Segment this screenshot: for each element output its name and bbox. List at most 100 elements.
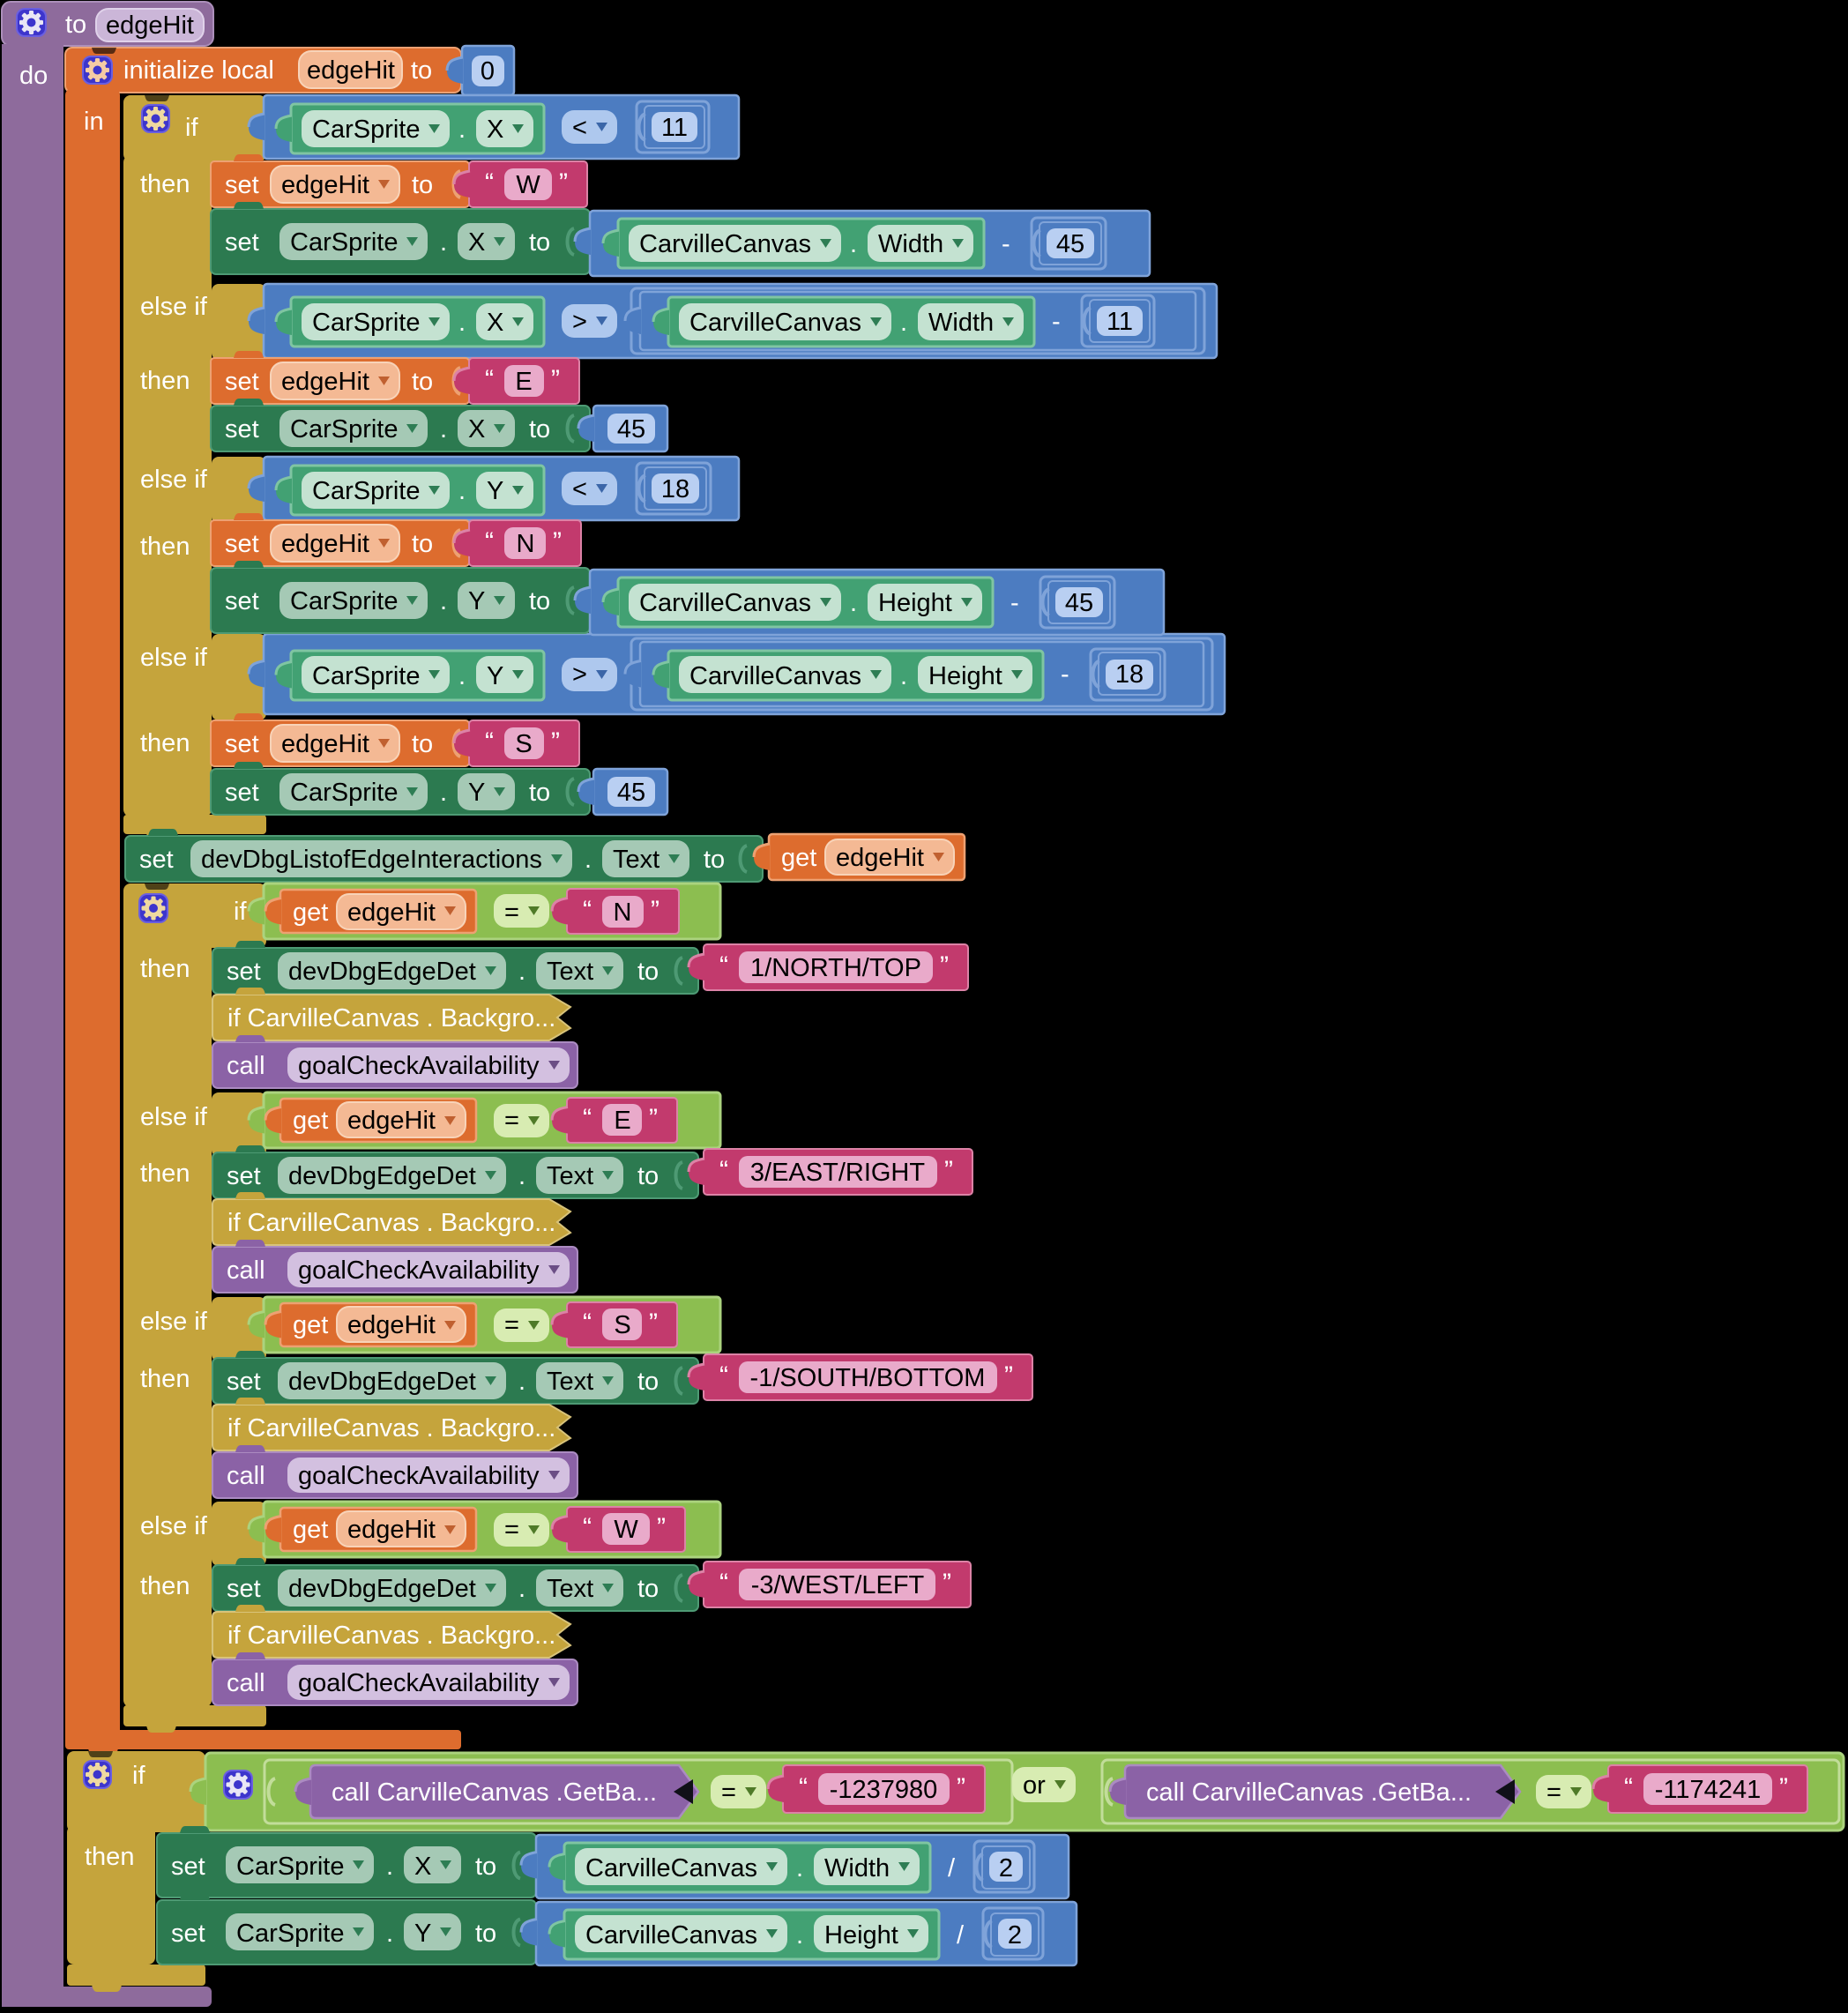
- svg-text:.: .: [458, 116, 466, 144]
- svg-text:.: .: [518, 1368, 525, 1396]
- svg-text:to: to: [529, 587, 550, 615]
- svg-text:Y: Y: [487, 662, 503, 690]
- svg-text:set: set: [225, 368, 259, 396]
- svg-text:then: then: [85, 1843, 134, 1871]
- svg-text:CarSprite: CarSprite: [312, 662, 421, 690]
- svg-text:X: X: [487, 309, 503, 337]
- svg-text:“: “: [583, 896, 592, 925]
- svg-text:devDbgEdgeDet: devDbgEdgeDet: [288, 1368, 476, 1396]
- svg-text:set: set: [227, 1575, 261, 1603]
- svg-text:set: set: [227, 1368, 261, 1396]
- svg-text:CarvilleCanvas: CarvilleCanvas: [639, 230, 811, 258]
- svg-text:X: X: [414, 1853, 431, 1881]
- svg-text:=: =: [1546, 1778, 1561, 1807]
- svg-text:=: =: [721, 1778, 736, 1807]
- svg-text:to: to: [475, 1853, 496, 1881]
- svg-text:to: to: [529, 228, 550, 257]
- svg-text:Y: Y: [468, 779, 485, 807]
- svg-text:in: in: [84, 108, 104, 136]
- svg-text:.: .: [900, 309, 907, 337]
- svg-text:.: .: [458, 662, 466, 690]
- svg-text:E: E: [515, 368, 532, 396]
- svg-text:then: then: [140, 533, 190, 561]
- svg-text:.: .: [850, 589, 857, 617]
- svg-text:1/NORTH/TOP: 1/NORTH/TOP: [750, 954, 921, 982]
- svg-text:to: to: [637, 1575, 659, 1603]
- svg-text:call CarvilleCanvas .GetBa...: call CarvilleCanvas .GetBa...: [332, 1778, 657, 1807]
- svg-text:else if: else if: [140, 466, 208, 494]
- svg-text:45: 45: [617, 415, 645, 444]
- svg-text:”: ”: [551, 365, 560, 394]
- svg-text:to: to: [637, 1368, 659, 1396]
- svg-text:Text: Text: [547, 1162, 593, 1190]
- svg-text:=: =: [504, 1516, 519, 1544]
- svg-text:set: set: [225, 779, 259, 807]
- svg-text:“: “: [485, 168, 494, 198]
- svg-text:.: .: [518, 958, 525, 986]
- svg-text:get: get: [293, 1516, 328, 1544]
- svg-text:W: W: [516, 171, 540, 199]
- svg-text:get: get: [293, 1107, 328, 1135]
- svg-text:Y: Y: [468, 587, 485, 615]
- svg-text:else if: else if: [140, 1512, 208, 1540]
- svg-text:call: call: [227, 1052, 265, 1080]
- svg-text:CarvilleCanvas: CarvilleCanvas: [639, 589, 811, 617]
- svg-text:edgeHit: edgeHit: [281, 730, 369, 758]
- svg-text:CarvilleCanvas: CarvilleCanvas: [585, 1854, 757, 1883]
- svg-text:get: get: [293, 1311, 328, 1339]
- svg-text:.: .: [585, 846, 592, 874]
- svg-text:CarSprite: CarSprite: [290, 587, 399, 615]
- svg-text:else if: else if: [140, 1103, 208, 1131]
- svg-text:“: “: [583, 1104, 592, 1133]
- svg-text:<: <: [572, 475, 587, 503]
- svg-text:”: ”: [553, 527, 562, 556]
- svg-text:2: 2: [999, 1854, 1013, 1883]
- svg-text:Height: Height: [878, 589, 952, 617]
- svg-text:else if: else if: [140, 644, 208, 672]
- svg-text:”: ”: [551, 727, 560, 757]
- svg-text:if: if: [185, 114, 198, 142]
- svg-text:3/EAST/RIGHT: 3/EAST/RIGHT: [750, 1159, 925, 1187]
- svg-text:if CarvilleCanvas . Backgro...: if CarvilleCanvas . Backgro...: [227, 1209, 555, 1237]
- svg-text:.: .: [458, 309, 466, 337]
- svg-text:if: if: [234, 898, 247, 926]
- svg-text:CarSprite: CarSprite: [290, 415, 399, 444]
- svg-text:set: set: [225, 587, 259, 615]
- svg-text:Y: Y: [487, 477, 503, 505]
- svg-text:>: >: [572, 308, 587, 336]
- svg-text:X: X: [487, 116, 503, 144]
- svg-text:11: 11: [661, 114, 688, 142]
- svg-text:2: 2: [1008, 1921, 1022, 1950]
- svg-text:do: do: [19, 62, 48, 90]
- svg-text:set: set: [225, 228, 259, 257]
- svg-text:.: .: [458, 477, 466, 505]
- svg-text:.: .: [440, 779, 447, 807]
- svg-text:then: then: [140, 729, 190, 757]
- svg-text:Width: Width: [878, 230, 943, 258]
- svg-text:to: to: [637, 958, 659, 986]
- svg-text:get: get: [293, 898, 328, 927]
- svg-text:Width: Width: [824, 1854, 890, 1883]
- svg-text:call: call: [227, 1462, 265, 1490]
- svg-text:=: =: [504, 1311, 519, 1339]
- svg-text:-: -: [1061, 660, 1069, 689]
- svg-text:”: ”: [657, 1513, 666, 1542]
- svg-text:set: set: [139, 846, 174, 874]
- svg-text:CarSprite: CarSprite: [312, 116, 421, 144]
- svg-text:CarSprite: CarSprite: [290, 228, 399, 257]
- svg-text:CarSprite: CarSprite: [312, 477, 421, 505]
- svg-text:18: 18: [661, 475, 689, 503]
- svg-text:set: set: [171, 1853, 205, 1881]
- svg-text:Y: Y: [414, 1920, 431, 1948]
- svg-text:set: set: [225, 530, 259, 558]
- svg-text:goalCheckAvailability: goalCheckAvailability: [298, 1462, 540, 1490]
- svg-text:-1237980: -1237980: [830, 1776, 938, 1804]
- svg-text:-: -: [1010, 589, 1019, 617]
- svg-text:“: “: [583, 1308, 592, 1338]
- svg-text:set: set: [171, 1920, 205, 1948]
- svg-text:”: ”: [1779, 1773, 1788, 1802]
- svg-text:-1174241: -1174241: [1655, 1776, 1761, 1804]
- svg-text:edgeHit: edgeHit: [106, 11, 194, 40]
- svg-text:CarvilleCanvas: CarvilleCanvas: [689, 309, 861, 337]
- svg-text:then: then: [140, 1365, 190, 1393]
